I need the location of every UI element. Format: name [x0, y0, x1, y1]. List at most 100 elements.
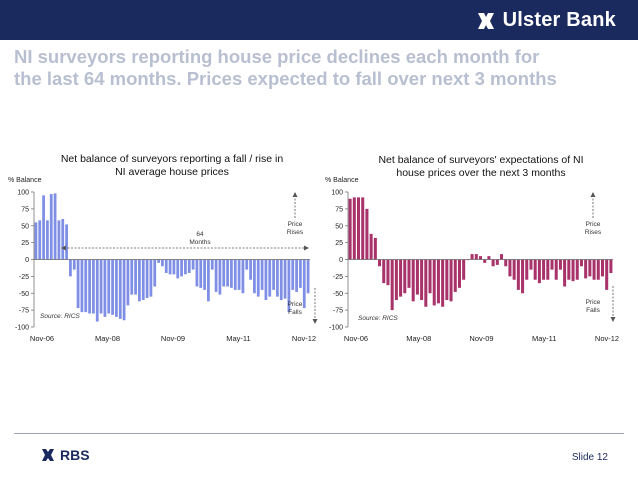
- left-bar: [237, 259, 241, 290]
- left-bar: [38, 220, 42, 260]
- right-bar: [415, 259, 419, 295]
- right-bar: [478, 256, 483, 260]
- right-bar: [600, 259, 604, 277]
- left-months-arrowhead-left: [61, 245, 66, 251]
- left-rises-arrowhead: [292, 192, 298, 197]
- left-bar: [126, 259, 130, 306]
- right-source-note: Source: RICS: [358, 315, 398, 322]
- left-y-tick-label: -25: [19, 274, 29, 281]
- left-bar: [199, 259, 203, 288]
- left-bar: [203, 259, 206, 290]
- right-bar: [529, 259, 533, 270]
- left-bar: [272, 259, 275, 290]
- left-bar: [187, 259, 191, 273]
- right-falls-label: Falls: [586, 307, 600, 314]
- right-bar: [516, 259, 520, 290]
- right-y-tick-label: 0: [339, 257, 343, 264]
- left-bar: [276, 259, 279, 297]
- right-bar: [508, 259, 512, 277]
- ulster-bank-mark-icon: [477, 12, 494, 29]
- left-bar: [145, 259, 149, 298]
- left-bar: [42, 195, 45, 260]
- right-rises-arrowhead: [590, 192, 596, 197]
- left-bar: [149, 259, 153, 297]
- left-bar: [61, 219, 65, 260]
- left-bar: [299, 259, 302, 288]
- right-bar: [474, 254, 478, 260]
- left-bar: [157, 259, 160, 263]
- left-bar: [230, 259, 233, 288]
- left-bar: [164, 259, 168, 273]
- left-bar: [49, 194, 53, 260]
- right-bar: [550, 259, 554, 270]
- left-chart-title: NI average house prices: [115, 166, 229, 178]
- right-bar: [373, 237, 377, 260]
- right-rises-label: Price: [586, 221, 601, 228]
- left-bar: [306, 259, 310, 294]
- right-bar: [386, 259, 390, 286]
- left-bar: [241, 259, 245, 294]
- right-bar: [462, 259, 466, 280]
- left-bar: [184, 259, 187, 275]
- right-bar: [546, 259, 550, 280]
- slide-title: NI surveyors reporting house price decli…: [14, 46, 629, 90]
- left-x-tick-label: May-11: [226, 334, 250, 343]
- right-bar: [453, 259, 457, 292]
- left-bar: [191, 259, 195, 270]
- left-bar: [291, 259, 295, 290]
- right-bar: [542, 259, 546, 280]
- right-x-tick-label: May-11: [532, 334, 556, 343]
- left-bar: [264, 259, 268, 300]
- right-falls-label: Price: [586, 299, 601, 306]
- ulster-bank-logo: Ulster Bank: [475, 9, 616, 32]
- left-rises-label: Rises: [287, 229, 304, 236]
- left-bar: [176, 259, 180, 279]
- brand-name: Ulster Bank: [502, 9, 616, 31]
- left-bar: [84, 259, 88, 313]
- right-y-tick-label: 25: [335, 240, 343, 247]
- left-bar: [233, 259, 237, 290]
- left-bar: [53, 193, 57, 260]
- right-bar: [491, 259, 495, 267]
- right-bar: [441, 259, 445, 307]
- right-bar: [605, 259, 609, 290]
- left-bar: [118, 259, 122, 319]
- left-months-arrowhead-right: [304, 245, 309, 251]
- left-bar: [153, 259, 157, 287]
- right-bar: [512, 259, 516, 280]
- left-bar: [207, 259, 210, 302]
- right-bar: [457, 259, 461, 288]
- right-bar: [588, 259, 592, 277]
- left-bar: [172, 259, 176, 275]
- left-bar: [99, 259, 103, 314]
- left-bar: [46, 220, 49, 260]
- right-x-tick-label: Nov-12: [595, 334, 619, 343]
- right-bar: [369, 233, 373, 260]
- slide-number: Slide 12: [571, 452, 608, 463]
- right-y-tick-label: -50: [333, 291, 343, 298]
- right-bar: [436, 259, 440, 304]
- right-bar: [596, 259, 600, 280]
- right-bar: [470, 254, 474, 260]
- footer-divider: [14, 433, 624, 434]
- right-y-tick-label: 50: [335, 223, 343, 230]
- left-x-tick-label: Nov-12: [292, 334, 316, 343]
- right-chart-title: Net balance of surveyors' expectations o…: [378, 154, 583, 166]
- left-x-tick-label: May-08: [95, 334, 120, 343]
- right-bar: [495, 259, 499, 265]
- left-x-tick-label: Nov-06: [30, 334, 54, 343]
- left-falls-arrowhead: [312, 319, 318, 324]
- right-bar: [428, 259, 432, 294]
- right-bar: [500, 254, 504, 260]
- right-bar: [571, 259, 575, 282]
- right-bar: [411, 259, 415, 302]
- right-bar: [357, 197, 361, 260]
- right-bar: [378, 259, 382, 267]
- right-bar: [399, 259, 403, 297]
- left-bar: [214, 259, 218, 292]
- left-bar: [34, 222, 38, 260]
- left-bar: [168, 259, 172, 275]
- left-y-tick-label: -50: [19, 291, 29, 298]
- right-bar: [609, 259, 613, 273]
